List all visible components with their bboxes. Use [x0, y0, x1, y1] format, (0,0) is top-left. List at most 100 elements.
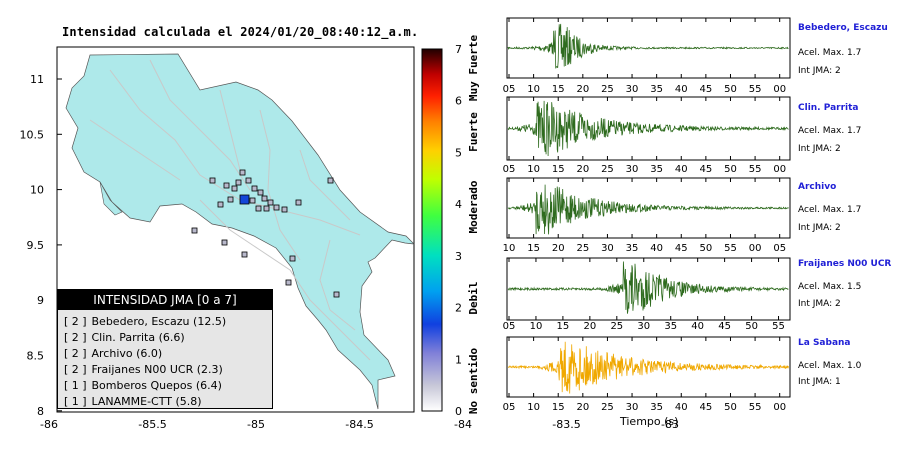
- legend-row: [ 2 ] Clin. Parrita (6.6): [64, 331, 185, 344]
- seismogram-tick: 15: [557, 321, 570, 332]
- map-x-tick: -84: [454, 418, 472, 431]
- map-y-tick: 10.5: [20, 128, 45, 141]
- station-int: Int JMA: 2: [798, 144, 841, 154]
- seismogram-trace: [507, 341, 789, 394]
- seismogram-tick: 35: [650, 164, 663, 175]
- seismogram-tick: 55: [724, 243, 737, 254]
- seismogram-tick: 10: [503, 243, 516, 254]
- seismogram-tick: 20: [552, 243, 565, 254]
- map-y-tick: 9.5: [27, 239, 45, 252]
- colorbar-tick: 6: [455, 95, 462, 108]
- seismogram-tick: 15: [552, 84, 565, 95]
- seismogram-tick: 45: [718, 321, 731, 332]
- seismogram-tick: 45: [675, 243, 688, 254]
- seismogram-tick: 50: [724, 164, 737, 175]
- seismogram-tick: 40: [691, 321, 704, 332]
- colorbar-label: Debil: [467, 281, 480, 314]
- seismogram-tick: 05: [503, 84, 516, 95]
- map-y-tick: 8: [37, 405, 44, 418]
- colorbar-tick: 1: [455, 353, 462, 366]
- seismogram-tick: 55: [749, 164, 762, 175]
- station-name: La Sabana: [798, 338, 851, 348]
- seismogram-tick: 20: [576, 84, 589, 95]
- seismogram-tick: 50: [724, 402, 737, 413]
- seismogram-tick: 40: [675, 402, 688, 413]
- seismogram-tick: 35: [664, 321, 677, 332]
- seismogram-tick: 15: [552, 402, 565, 413]
- colorbar: [421, 48, 443, 412]
- legend-row: [ 2 ] Fraijanes N00 UCR (2.3): [64, 363, 223, 376]
- map-x-tick: -86: [40, 418, 58, 431]
- legend-row: [ 1 ] Bomberos Quepos (6.4): [64, 379, 222, 392]
- seismogram-tick: 10: [530, 321, 543, 332]
- legend-row: [ 2 ] Archivo (6.0): [64, 347, 163, 360]
- seismogram-tick: 25: [601, 402, 614, 413]
- legend-title: INTENSIDAD JMA [0 a 7]: [58, 290, 272, 310]
- colorbar-label: Muy Fuerte: [467, 35, 480, 102]
- seismogram-tick: 20: [583, 321, 596, 332]
- seismogram-tick: 05: [503, 321, 516, 332]
- seismogram-tick: 40: [675, 164, 688, 175]
- seismogram-tick: 30: [626, 84, 639, 95]
- seismogram-tick: 00: [749, 243, 762, 254]
- legend-row: [ 2 ] Bebedero, Escazu (12.5): [64, 315, 227, 328]
- seismogram-tick: 05: [773, 243, 786, 254]
- station-name: Clin. Parrita: [798, 103, 859, 113]
- intensity-legend: INTENSIDAD JMA [0 a 7] [ 2 ] Bebedero, E…: [57, 289, 273, 409]
- seismogram-tick: 05: [503, 164, 516, 175]
- seismogram-tick: 00: [773, 84, 786, 95]
- x-axis-label: Tiempo (s): [620, 415, 679, 428]
- seismogram-tick: 45: [700, 164, 713, 175]
- station-markers: [191, 169, 340, 298]
- station-acel: Acel. Max. 1.5: [798, 282, 862, 292]
- colorbar-tick: 2: [455, 302, 462, 315]
- seismogram-tick: 25: [610, 321, 623, 332]
- seismogram-tick: 25: [576, 243, 589, 254]
- seismogram-trace: [507, 184, 789, 235]
- costa-rica-land: [65, 53, 415, 410]
- epicenter-marker: [239, 194, 250, 205]
- colorbar-tick: 7: [455, 43, 462, 56]
- seismogram-tick: 35: [650, 402, 663, 413]
- station-int: Int JMA: 1: [798, 377, 841, 387]
- station-acel: Acel. Max. 1.7: [798, 48, 862, 58]
- seismogram-tick: 40: [675, 84, 688, 95]
- seismogram-tick: 20: [576, 402, 589, 413]
- map-y-tick: 11: [30, 73, 44, 86]
- road-network: [89, 59, 371, 361]
- station-acel: Acel. Max. 1.7: [798, 205, 862, 215]
- seismogram-tick: 00: [773, 402, 786, 413]
- map-y-tick: 10: [30, 184, 44, 197]
- seismogram-tick: 30: [601, 243, 614, 254]
- seismogram-trace: [507, 23, 789, 69]
- seismogram-trace: [507, 100, 789, 157]
- map-title: Intensidad calculada el 2024/01/20_08:40…: [62, 25, 419, 39]
- station-acel: Acel. Max. 1.0: [798, 361, 862, 371]
- seismogram-tick: 35: [626, 243, 639, 254]
- station-name: Fraijanes N00 UCR: [798, 259, 892, 269]
- colorbar-tick: 5: [455, 146, 462, 159]
- seismogram-tick: 55: [772, 321, 785, 332]
- map-x-tick: -83: [661, 418, 679, 431]
- seismogram-tick: 40: [650, 243, 663, 254]
- seismogram-tick: 10: [527, 164, 540, 175]
- seismogram-tick: 25: [601, 164, 614, 175]
- colorbar-label: Fuerte: [467, 112, 480, 152]
- station-int: Int JMA: 2: [798, 299, 841, 309]
- seismogram-tick: 45: [700, 402, 713, 413]
- seismogram-tick: 15: [527, 243, 540, 254]
- map-y-tick: 8.5: [27, 350, 45, 363]
- map-y-tick: 9: [37, 294, 44, 307]
- seismogram-tick: 50: [745, 321, 758, 332]
- station-int: Int JMA: 2: [798, 66, 841, 76]
- colorbar-label: No sentido: [467, 348, 480, 415]
- seismogram-tick: 25: [601, 84, 614, 95]
- station-name: Bebedero, Escazu: [798, 23, 888, 33]
- colorbar-tick: 0: [455, 405, 462, 418]
- seismogram-tick: 30: [626, 164, 639, 175]
- seismogram-tick: 10: [527, 402, 540, 413]
- colorbar-label: Moderado: [467, 180, 480, 233]
- seismogram-tick: 50: [700, 243, 713, 254]
- seismogram-trace: [507, 261, 789, 314]
